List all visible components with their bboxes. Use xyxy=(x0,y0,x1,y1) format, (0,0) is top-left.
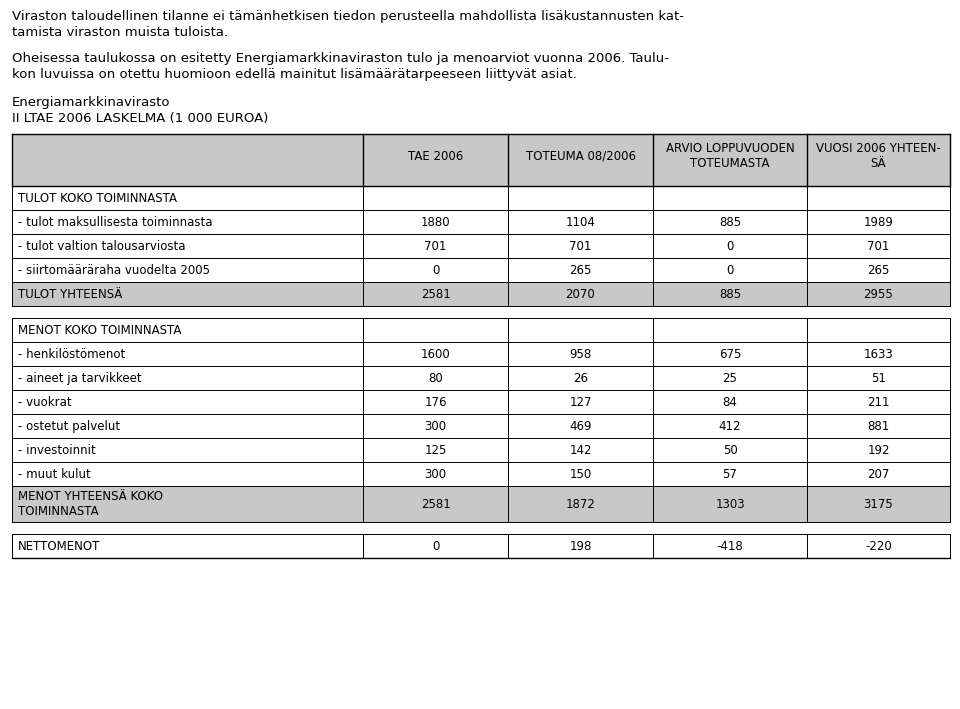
Bar xyxy=(12,318,950,342)
Text: 176: 176 xyxy=(424,396,446,409)
Text: TAE 2006: TAE 2006 xyxy=(408,150,463,163)
Text: -418: -418 xyxy=(716,540,743,553)
Text: -220: -220 xyxy=(865,540,892,553)
Text: MENOT KOKO TOIMINNASTA: MENOT KOKO TOIMINNASTA xyxy=(18,324,181,337)
Text: kon luvuissa on otettu huomioon edellä mainitut lisämäärätarpeeseen liittyvät as: kon luvuissa on otettu huomioon edellä m… xyxy=(12,67,577,81)
Text: 701: 701 xyxy=(569,240,591,253)
Text: 885: 885 xyxy=(719,288,741,301)
Text: 211: 211 xyxy=(867,396,890,409)
Text: 2581: 2581 xyxy=(420,498,450,511)
Text: 0: 0 xyxy=(727,264,733,277)
Bar xyxy=(12,258,950,282)
Text: 26: 26 xyxy=(573,372,588,385)
Text: - aineet ja tarvikkeet: - aineet ja tarvikkeet xyxy=(18,372,142,385)
Text: 3175: 3175 xyxy=(864,498,894,511)
Text: 300: 300 xyxy=(424,420,446,433)
Text: Oheisessa taulukossa on esitetty Energiamarkkinaviraston tulo ja menoarviot vuon: Oheisessa taulukossa on esitetty Energia… xyxy=(12,52,669,65)
Text: 1600: 1600 xyxy=(420,348,450,361)
Text: 1633: 1633 xyxy=(864,348,894,361)
Text: - tulot maksullisesta toiminnasta: - tulot maksullisesta toiminnasta xyxy=(18,216,212,229)
Text: MENOT YHTEENSÄ KOKO
TOIMINNASTA: MENOT YHTEENSÄ KOKO TOIMINNASTA xyxy=(18,491,163,518)
Text: 80: 80 xyxy=(428,372,443,385)
Text: 125: 125 xyxy=(424,444,446,457)
Text: tamista viraston muista tuloista.: tamista viraston muista tuloista. xyxy=(12,26,228,39)
Text: - investoinnit: - investoinnit xyxy=(18,444,96,457)
Text: 2955: 2955 xyxy=(864,288,894,301)
Text: 198: 198 xyxy=(569,540,591,553)
Text: 701: 701 xyxy=(867,240,890,253)
Text: 50: 50 xyxy=(723,444,737,457)
Bar xyxy=(12,414,950,438)
Bar xyxy=(12,342,950,367)
Text: 412: 412 xyxy=(719,420,741,433)
Text: 192: 192 xyxy=(867,444,890,457)
Text: Viraston taloudellinen tilanne ei tämänhetkisen tiedon perusteella mahdollista l: Viraston taloudellinen tilanne ei tämänh… xyxy=(12,10,684,23)
Text: 1880: 1880 xyxy=(420,216,450,229)
Text: 701: 701 xyxy=(424,240,446,253)
Text: 885: 885 xyxy=(719,216,741,229)
Text: - vuokrat: - vuokrat xyxy=(18,396,72,409)
Text: 150: 150 xyxy=(569,468,591,481)
Text: 1104: 1104 xyxy=(565,216,595,229)
Bar xyxy=(12,282,950,306)
Text: 2070: 2070 xyxy=(565,288,595,301)
Text: 1989: 1989 xyxy=(864,216,894,229)
Bar xyxy=(12,135,950,186)
Text: 207: 207 xyxy=(867,468,890,481)
Text: 958: 958 xyxy=(569,348,591,361)
Bar xyxy=(12,211,950,235)
Bar xyxy=(12,438,950,462)
Text: 0: 0 xyxy=(432,540,439,553)
Text: 84: 84 xyxy=(723,396,737,409)
Bar xyxy=(12,462,950,486)
Bar xyxy=(12,535,950,559)
Text: - tulot valtion talousarviosta: - tulot valtion talousarviosta xyxy=(18,240,185,253)
Text: TULOT KOKO TOIMINNASTA: TULOT KOKO TOIMINNASTA xyxy=(18,192,177,205)
Text: 265: 265 xyxy=(867,264,890,277)
Text: NETTOMENOT: NETTOMENOT xyxy=(18,540,101,553)
Text: ARVIO LOPPUVUODEN
TOTEUMASTA: ARVIO LOPPUVUODEN TOTEUMASTA xyxy=(665,143,794,170)
Bar xyxy=(12,367,950,391)
Text: Energiamarkkinavirasto: Energiamarkkinavirasto xyxy=(12,96,171,109)
Text: - henkilöstömenot: - henkilöstömenot xyxy=(18,348,125,361)
Text: 127: 127 xyxy=(569,396,591,409)
Text: II LTAE 2006 LASKELMA (1 000 EUROA): II LTAE 2006 LASKELMA (1 000 EUROA) xyxy=(12,113,269,125)
Bar xyxy=(12,186,950,211)
Text: 0: 0 xyxy=(727,240,733,253)
Text: 881: 881 xyxy=(868,420,890,433)
Text: 51: 51 xyxy=(871,372,886,385)
Text: - muut kulut: - muut kulut xyxy=(18,468,91,481)
Text: 1872: 1872 xyxy=(565,498,595,511)
Text: 300: 300 xyxy=(424,468,446,481)
Text: 265: 265 xyxy=(569,264,591,277)
Text: 57: 57 xyxy=(723,468,737,481)
Text: TOTEUMA 08/2006: TOTEUMA 08/2006 xyxy=(525,150,636,163)
Text: 142: 142 xyxy=(569,444,591,457)
Text: VUOSI 2006 YHTEEN-
SÄ: VUOSI 2006 YHTEEN- SÄ xyxy=(816,143,941,170)
Text: - ostetut palvelut: - ostetut palvelut xyxy=(18,420,120,433)
Text: - siirtomääräraha vuodelta 2005: - siirtomääräraha vuodelta 2005 xyxy=(18,264,210,277)
Text: 25: 25 xyxy=(723,372,737,385)
Text: 2581: 2581 xyxy=(420,288,450,301)
Text: 675: 675 xyxy=(719,348,741,361)
Text: 0: 0 xyxy=(432,264,439,277)
Text: 1303: 1303 xyxy=(715,498,745,511)
Text: 469: 469 xyxy=(569,420,591,433)
Bar xyxy=(12,391,950,414)
Text: TULOT YHTEENSÄ: TULOT YHTEENSÄ xyxy=(18,288,122,301)
Bar xyxy=(12,486,950,523)
Bar xyxy=(12,235,950,258)
